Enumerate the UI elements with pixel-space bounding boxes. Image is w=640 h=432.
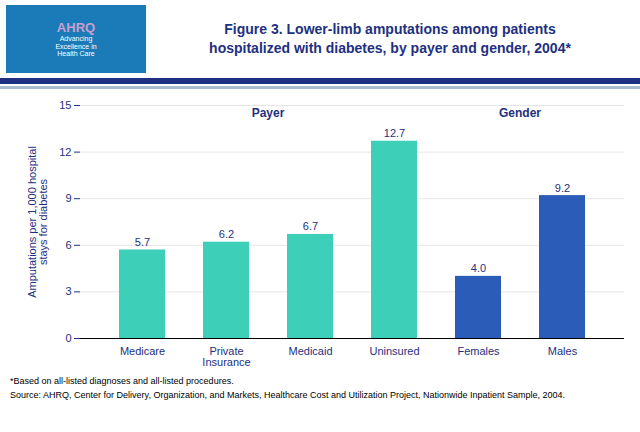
svg-text:4.0: 4.0 <box>471 262 486 274</box>
svg-text:15: 15 <box>59 99 71 111</box>
svg-text:6.7: 6.7 <box>303 220 318 232</box>
svg-text:12.7: 12.7 <box>384 127 405 139</box>
svg-text:Gender: Gender <box>499 106 541 120</box>
svg-text:Amputations per 1,000 hospital: Amputations per 1,000 hospitalstays for … <box>26 146 49 298</box>
svg-text:9: 9 <box>65 192 71 204</box>
svg-text:PrivateInsurance: PrivateInsurance <box>202 345 250 368</box>
svg-text:12: 12 <box>59 146 71 158</box>
svg-text:Males: Males <box>548 345 578 357</box>
svg-text:5.7: 5.7 <box>135 236 150 248</box>
html-text:Source: AHRQ, Center for Deliv: Source: AHRQ, Center for Delivery, Organ… <box>10 389 566 400</box>
html-text:AHRQ: AHRQ <box>56 20 96 35</box>
svg-text:3: 3 <box>65 285 71 297</box>
svg-text:0: 0 <box>65 332 71 344</box>
svg-text:9.2: 9.2 <box>555 182 570 194</box>
svg-text:Females: Females <box>457 345 500 357</box>
html-text:Figure 3. Lower-limb amputatio: Figure 3. Lower-limb amputations among p… <box>209 21 571 56</box>
svg-text:Payer: Payer <box>252 106 285 120</box>
svg-text:Medicare: Medicare <box>120 345 165 357</box>
svg-text:6: 6 <box>65 239 71 251</box>
html-text:Advancing Excellence in Health: Advancing Excellence in Health Care <box>55 35 97 58</box>
svg-text:Uninsured: Uninsured <box>369 345 419 357</box>
svg-text:Medicaid: Medicaid <box>288 345 332 357</box>
svg-text:6.2: 6.2 <box>219 228 234 240</box>
html-text:*Based on all-listed diagnoses: *Based on all-listed diagnoses and all-l… <box>10 376 234 386</box>
